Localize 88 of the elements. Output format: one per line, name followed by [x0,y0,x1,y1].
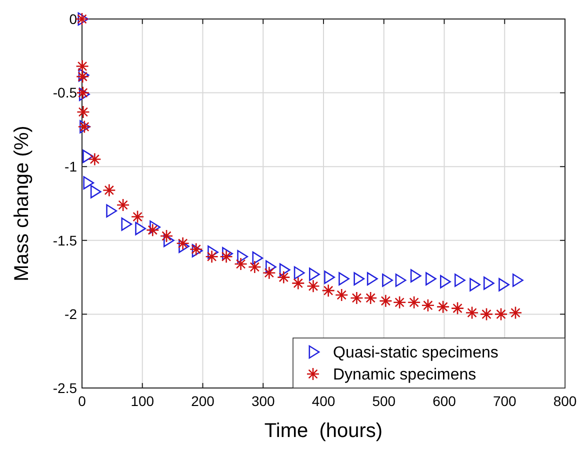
point [205,250,218,264]
point [88,152,102,166]
point [220,250,233,264]
point [470,278,480,292]
x-tick-label: 500 [372,393,396,409]
y-tick-label: -0.5 [52,84,78,101]
point [178,240,190,253]
point [366,272,378,286]
point [90,185,102,198]
point [130,210,144,224]
point [146,223,160,237]
x-tick-label: 300 [251,393,276,409]
point [306,280,320,293]
point [436,300,450,314]
y-axis-title: Mass change (%) [11,126,33,282]
point [494,308,508,321]
point [82,150,94,163]
x-tick-label: 600 [432,393,456,409]
x-tick-label: 400 [312,393,336,409]
point [512,274,524,287]
point [76,70,90,84]
point [106,204,118,218]
y-tick-label: 0 [69,10,78,27]
point [252,251,264,265]
point [294,266,305,280]
point [483,276,494,290]
point [150,220,160,234]
point [266,260,276,274]
x-tick-label: 200 [191,393,215,409]
point [308,268,320,281]
point [426,272,436,286]
point [192,244,203,258]
point [465,306,479,320]
point [277,270,290,284]
point [163,234,174,248]
point [102,184,116,197]
point [237,250,248,264]
point [76,105,90,119]
point [410,269,422,282]
point [83,176,94,190]
point [382,274,393,287]
point [262,266,276,280]
point [407,296,421,310]
point [291,276,305,290]
point [498,278,510,292]
point [135,222,146,236]
point [421,298,435,312]
point [160,229,174,243]
point [395,274,406,287]
point [480,308,494,321]
x-tick-label: 100 [130,393,154,409]
point [322,284,335,298]
point [78,88,90,101]
point [364,291,378,305]
point [116,198,130,212]
point [508,306,522,320]
y-tick-label: -2 [64,306,78,322]
point [324,270,335,284]
point [248,260,262,274]
point [392,296,406,310]
point [440,275,451,288]
x-axis-title: Time (hours) [264,420,383,442]
point [176,236,190,250]
point [75,12,89,26]
y-tick-label: -1.5 [52,232,78,248]
point [208,246,218,259]
point [354,272,365,286]
point [222,247,233,260]
point [189,242,203,256]
y-tick-label: -1 [64,158,78,174]
point [450,302,464,315]
point [334,288,348,302]
point [76,60,89,73]
point [121,218,132,231]
point [454,274,466,287]
legend-label: Quasi-static specimens [333,344,498,362]
x-tick-label: 800 [553,393,577,409]
point [78,68,90,82]
point [338,272,350,286]
point [350,291,364,305]
x-tick-label: 700 [492,393,517,409]
point [279,263,290,277]
point [78,12,89,26]
point [234,257,248,271]
point [76,86,90,100]
y-tick-label: -2.5 [52,380,78,396]
legend-label: Dynamic specimens [333,366,476,384]
point [379,294,392,308]
